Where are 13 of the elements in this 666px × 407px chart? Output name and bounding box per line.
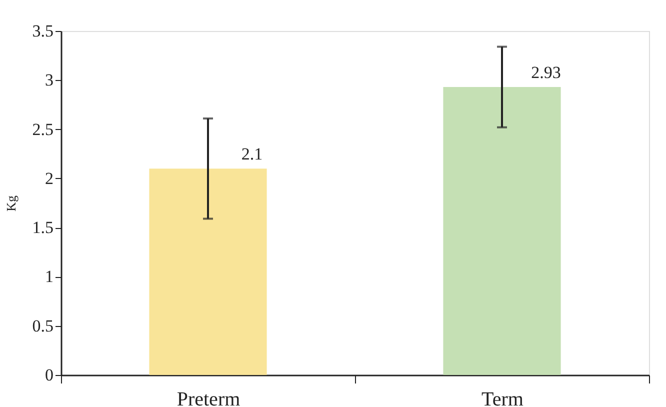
- y-tick-label: 1: [45, 267, 54, 286]
- data-label: 2.1: [241, 144, 263, 164]
- data-label: 2.93: [531, 63, 561, 82]
- y-tick-label: 1.5: [32, 218, 54, 238]
- x-tick-label: Term: [482, 388, 524, 407]
- y-tick-label: 3.5: [32, 22, 54, 40]
- y-tick-label: 0.5: [32, 316, 54, 336]
- y-tick-label: 2: [45, 168, 54, 188]
- y-tick-label: 3: [45, 70, 54, 90]
- x-tick-label: Preterm: [176, 388, 241, 407]
- y-tick-label: 2.5: [32, 120, 54, 139]
- y-axis-title: Kg: [3, 195, 18, 212]
- y-tick-label: 0: [45, 366, 54, 384]
